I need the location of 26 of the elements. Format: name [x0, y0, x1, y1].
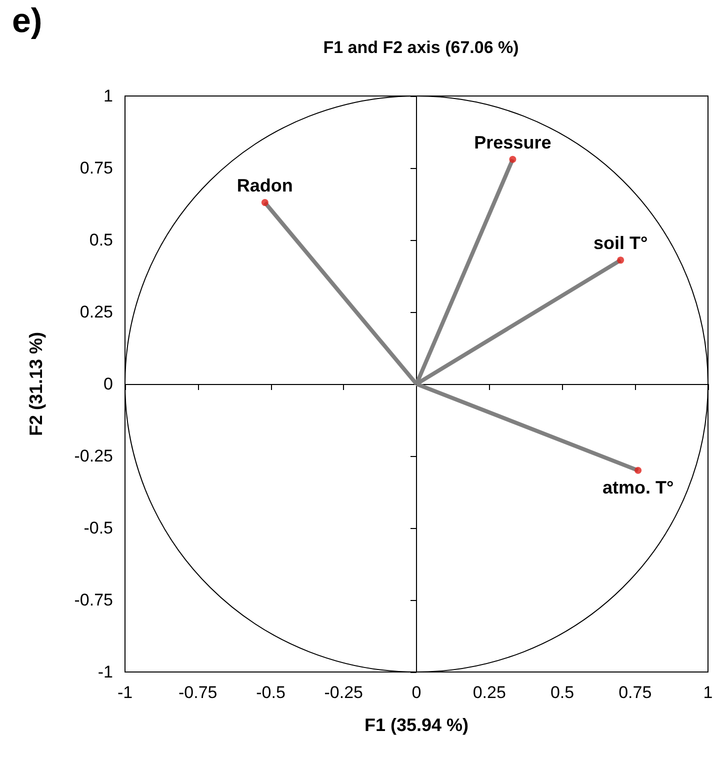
x-tick-label: 0.5 — [550, 683, 574, 702]
x-tick-label: 0 — [412, 683, 422, 702]
series-label: atmo. T° — [602, 477, 674, 498]
x-tick-label: -1 — [117, 683, 133, 702]
y-tick-label: -0.75 — [74, 590, 113, 610]
chart-title: F1 and F2 axis (67.06 %) — [323, 38, 519, 57]
y-tick-label: -1 — [98, 662, 113, 682]
y-tick-label: -0.25 — [74, 446, 113, 466]
y-tick-label: -0.5 — [84, 518, 113, 538]
y-tick-label: 1 — [104, 86, 113, 106]
y-tick-label: 0.75 — [80, 158, 113, 178]
x-tick-label: 1 — [703, 683, 713, 702]
text: e) — [12, 2, 42, 41]
series-label: Pressure — [474, 132, 552, 152]
y-tick-label: 0.25 — [80, 302, 113, 322]
x-tick-label: 0.75 — [618, 683, 652, 702]
x-tick-label: -0.75 — [178, 683, 218, 702]
x-tick-label: 0.25 — [472, 683, 506, 702]
series-label: soil T° — [593, 233, 648, 254]
y-tick-label: 0.5 — [89, 230, 113, 250]
series-label: Radon — [236, 176, 293, 196]
y-axis-title: F2 (31.13 %) — [26, 332, 46, 436]
x-tick-label: -0.5 — [256, 683, 286, 702]
y-tick-label: 0 — [104, 374, 113, 394]
x-axis-title: F1 (35.94 %) — [364, 715, 469, 735]
x-tick-label: -0.25 — [324, 683, 363, 702]
